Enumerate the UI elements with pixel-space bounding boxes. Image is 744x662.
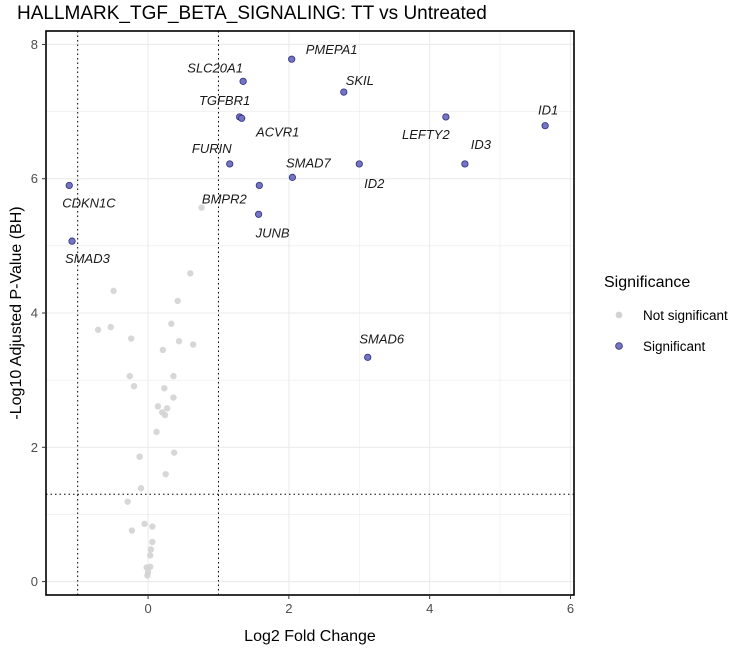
legend-label: Not significant	[643, 308, 728, 323]
gene-label: ID2	[364, 176, 385, 191]
gene-label: JUNB	[255, 225, 290, 240]
gene-label: SMAD7	[286, 155, 332, 170]
not-significant-point	[137, 485, 145, 492]
gene-label: LEFTY2	[402, 127, 450, 142]
gene-label: TGFBR1	[199, 93, 250, 108]
not-significant-point	[128, 527, 136, 534]
y-tick-label: 4	[31, 306, 38, 321]
y-tick-label: 0	[31, 574, 38, 589]
significant-point	[288, 173, 296, 181]
not-significant-point	[110, 287, 117, 295]
gene-label: BMPR2	[202, 191, 248, 206]
not-significant-point	[147, 546, 155, 553]
not-significant-point	[198, 204, 205, 211]
gene-label: SLC20A1	[187, 60, 243, 75]
y-tick-label: 8	[31, 37, 38, 52]
significant-point	[442, 113, 450, 121]
not-significant-point	[161, 385, 168, 392]
not-significant-point	[130, 382, 138, 390]
legend-significant-key	[615, 342, 623, 350]
x-tick-label: 4	[426, 601, 433, 616]
x-tick-label: 0	[144, 601, 151, 616]
not-significant-point	[94, 326, 102, 333]
y-tick-label: 2	[31, 440, 38, 455]
not-significant-point	[144, 572, 151, 579]
legend-not-significant-key	[615, 311, 623, 319]
not-significant-point	[127, 335, 135, 342]
gene-label: SKIL	[346, 73, 374, 88]
legend-title: Significance	[604, 274, 690, 291]
not-significant-point	[161, 411, 169, 419]
not-significant-point	[163, 405, 171, 412]
legend: Significance Not significant Significant	[604, 274, 728, 354]
significant-point	[68, 237, 76, 245]
significant-point	[255, 210, 263, 218]
not-significant-point	[187, 270, 194, 277]
not-significant-point	[141, 520, 148, 528]
not-significant-point	[124, 498, 131, 505]
not-significant-point	[146, 552, 154, 559]
x-axis-ticks: 0 2 4 6	[144, 595, 574, 616]
x-tick-label: 6	[567, 601, 574, 616]
not-significant-point	[189, 341, 197, 348]
significant-point	[255, 181, 263, 190]
significant-point	[461, 160, 469, 168]
significant-point	[364, 353, 372, 361]
grid-lines	[46, 31, 574, 595]
not-significant-point	[174, 297, 181, 305]
not-significant-point	[170, 449, 178, 456]
significant-point	[238, 114, 246, 122]
y-axis-ticks: 0 2 4 6 8	[31, 37, 46, 589]
not-significant-point	[136, 453, 143, 460]
gene-label: ID1	[538, 103, 558, 118]
gene-label: CDKN1C	[62, 195, 116, 210]
significant-point	[65, 181, 73, 190]
gene-label: PMEPA1	[306, 42, 358, 57]
gene-label: ID3	[471, 137, 492, 152]
gene-label: SMAD6	[359, 331, 405, 346]
significant-point	[340, 88, 348, 96]
not-significant-point	[162, 470, 169, 478]
significant-point	[355, 160, 363, 168]
not-significant-point	[170, 394, 177, 401]
not-significant-point	[126, 372, 133, 380]
not-significant-point	[175, 338, 183, 345]
not-significant-point	[149, 538, 156, 546]
x-axis-title: Log2 Fold Change	[244, 628, 376, 645]
y-axis-title: -Log10 Adjusted P-Value (BH)	[8, 206, 25, 419]
not-significant-point	[159, 346, 167, 354]
x-tick-label: 2	[285, 601, 292, 616]
gene-labels: PMEPA1 SLC20A1 SKIL TGFBR1 ACVR1 LEFTY2 ID1 FUR…	[62, 42, 558, 346]
chart-title: HALLMARK_TGF_BETA_SIGNALING: TT vs Untre…	[17, 3, 487, 24]
significant-point	[239, 77, 247, 85]
legend-label: Significant	[643, 339, 706, 354]
not-significant-point	[107, 323, 114, 331]
gene-label: FURIN	[192, 141, 232, 156]
gene-label: SMAD3	[65, 251, 111, 266]
significant-points	[65, 55, 549, 361]
gene-label: ACVR1	[255, 124, 299, 139]
not-significant-point	[170, 372, 177, 380]
not-significant-point	[149, 523, 156, 530]
significant-point	[226, 160, 234, 168]
significant-point	[541, 122, 549, 130]
not-significant-point	[168, 320, 175, 327]
not-significant-points	[94, 204, 205, 579]
not-significant-point	[154, 403, 162, 410]
y-tick-label: 6	[31, 171, 38, 186]
not-significant-point	[153, 428, 160, 436]
significant-point	[288, 55, 296, 63]
